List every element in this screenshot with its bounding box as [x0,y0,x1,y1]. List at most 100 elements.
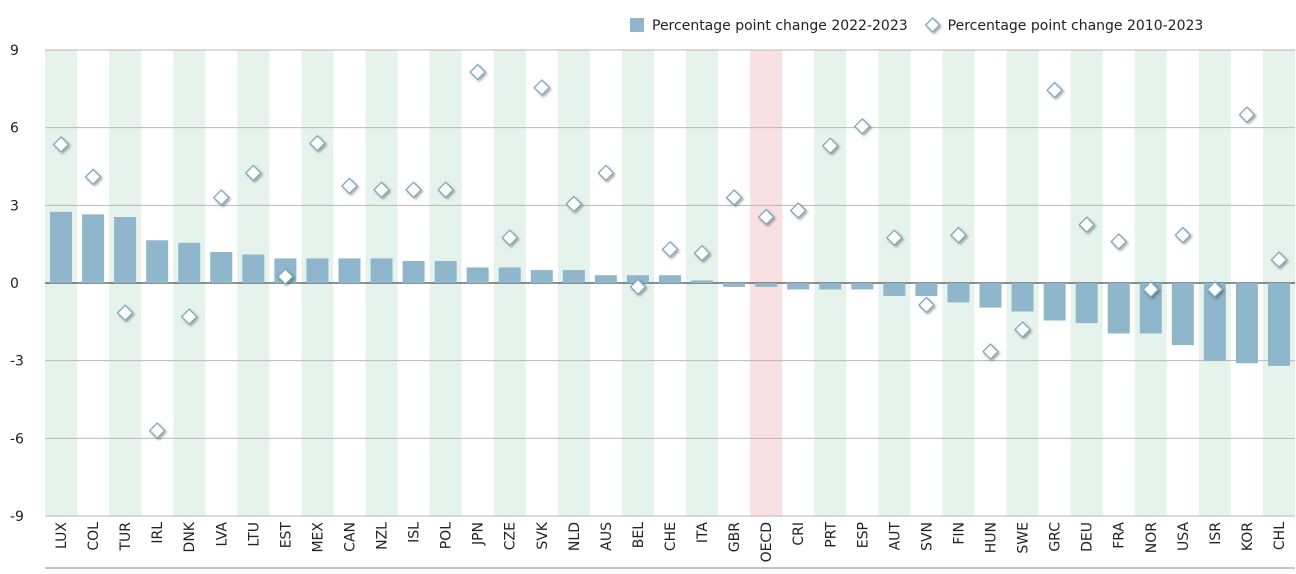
diamond-marker [437,181,455,199]
diamond-marker [180,308,198,326]
bar [915,283,938,296]
labels: 9 6 3 0 -3 -6 -9 LUX COL TUR IRL DNK LVA LTU EST MEX CAN… [10,43,1288,562]
diamond-marker [373,181,390,199]
bar [979,283,1002,308]
x-tick-label: HUN [984,522,1000,553]
x-tick-label: OECD [759,522,775,562]
x-tick-label: CHL [1272,522,1288,550]
bar [466,267,489,283]
x-tick-label: BEL [631,522,647,548]
x-tick-label: GBR [727,522,743,552]
diamond-marker [982,343,999,361]
bar [1235,283,1258,364]
bar [1139,283,1162,334]
bar [434,260,457,283]
diamond-marker [950,226,967,244]
x-tick-label: IRL [150,522,166,544]
diamond-marker [276,268,294,285]
legend-label: Percentage point change 2010-2023 [948,18,1204,34]
x-tick-label: CAN [342,522,358,552]
x-tick-label: JPN [471,522,487,546]
x-tick-label: AUS [599,522,615,551]
x-tick-label: CZE [503,522,519,550]
legend-swatch [924,17,941,33]
x-tick-label: CRI [791,522,807,546]
x-tick-label: ISL [407,522,423,543]
x-tick-label: NOR [1144,522,1160,553]
bar [1011,283,1034,312]
x-tick-label: DEU [1080,522,1096,552]
y-tick-label: -9 [10,509,24,525]
diamond-marker [469,63,487,81]
diamond-marker [1174,226,1192,244]
diamond-marker [1206,281,1224,298]
x-tick-label: FRA [1112,522,1128,549]
x-tick-label: TUR [118,522,134,552]
bar [370,258,393,283]
diamond-marker [789,202,807,219]
bar [562,270,585,283]
diamond-marker [501,229,519,247]
x-tick-label: SWE [1016,522,1032,554]
diamond-marker [309,134,326,152]
bar [851,283,874,290]
x-tick-label: NZL [375,522,391,550]
bar [755,283,778,287]
bar [402,260,425,283]
bar [114,216,137,283]
bar [594,275,617,283]
diamond-marker [341,177,358,195]
x-tick-label: CHE [663,522,679,551]
x-tick-label: LTU [246,522,262,547]
diamond-marker [52,136,70,153]
diamond-marker [565,195,583,213]
x-tick-label: SVN [919,522,935,551]
diamond-marker [853,117,871,135]
diamond-marker [917,296,935,314]
diamond-marker [1078,216,1096,234]
diamond-marker [1142,281,1160,298]
x-tick-label: USA [1176,522,1192,551]
x-tick-label: LUX [54,522,70,549]
x-tick-label: FIN [951,522,967,545]
y-tick-label: -6 [10,431,24,447]
bar [691,280,714,283]
bar [723,283,746,287]
bar [1043,283,1066,321]
diamond-marker [821,137,839,155]
diamond-marker [148,422,166,439]
bar [883,283,906,296]
diamond-marker [757,208,775,226]
x-tick-label: AUT [887,522,903,551]
bar [819,283,842,290]
bar [338,258,361,283]
x-tick-label: EST [278,522,294,549]
diamond-marker [212,189,230,206]
grid [45,49,1295,569]
diamond-marker [1270,251,1288,269]
bar [1267,283,1290,366]
diamond-marker [661,240,679,258]
x-tick-label: ITA [695,522,711,544]
y-tick-label: 0 [10,276,19,292]
diamond-marker [1110,233,1128,250]
x-tick-label: KOR [1240,522,1256,551]
bar [498,267,521,283]
x-tick-label: GRC [1048,522,1064,552]
x-tick-label: SVK [535,521,551,549]
legend-swatch [630,18,644,32]
bar [146,240,169,283]
bar [659,275,681,283]
x-tick-label: LVA [214,522,230,547]
x-tick-label: MEX [310,522,326,553]
diamond-marker [244,164,262,182]
x-tick-label: POL [439,522,455,549]
x-tick-label: ESP [855,522,871,548]
legend: Percentage point change 2022-2023 Percent… [630,17,1204,34]
bar [82,214,105,283]
bar [1171,283,1194,346]
diamond-marker [629,278,647,296]
bar [1203,283,1226,361]
